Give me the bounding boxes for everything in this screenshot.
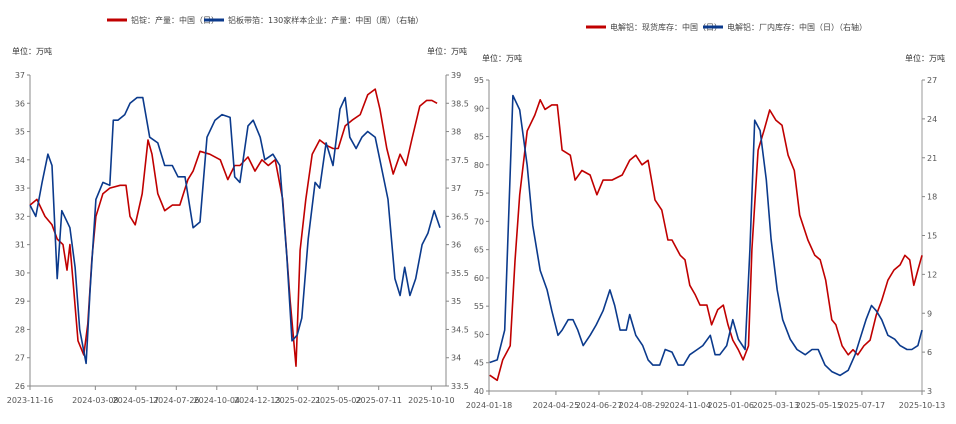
x-tick-label: 2025-10-13	[899, 401, 946, 410]
y-tick-label-left: 33	[15, 184, 25, 193]
y-tick-label-right: 35.5	[451, 269, 469, 278]
x-tick-label: 2025-10-10	[408, 396, 455, 405]
series-line-right-axis	[29, 96, 441, 365]
y-tick-label-right: 9	[927, 309, 932, 318]
y-tick-label-right: 35	[451, 297, 461, 306]
y-tick-label-right: 24	[927, 115, 937, 124]
series-line-right-axis	[489, 94, 923, 377]
y-tick-label-right: 15	[927, 232, 937, 241]
x-tick-label: 2024-10-04	[194, 396, 241, 405]
unit-label-right: 单位：万吨	[905, 53, 945, 63]
x-tick-label: 2024-11-04	[664, 401, 711, 410]
y-tick-label-left: 70	[474, 217, 484, 226]
y-tick-label-left: 75	[474, 189, 484, 198]
y-tick-label-left: 31	[15, 241, 25, 250]
y-tick-label-left: 26	[15, 382, 25, 391]
legend-label: 铝锭：产量：中国（日）	[131, 15, 219, 25]
y-tick-label-right: 6	[927, 348, 932, 357]
y-tick-label-left: 55	[474, 302, 484, 311]
series-line-left-axis	[489, 99, 923, 382]
x-tick-label: 2025-07-17	[839, 401, 886, 410]
unit-label-left: 单位：万吨	[482, 53, 522, 63]
x-tick-label: 2025-03-13	[753, 401, 800, 410]
y-tick-label-right: 18	[927, 193, 937, 202]
y-tick-label-left: 45	[474, 359, 484, 368]
y-tick-label-right: 34.5	[451, 325, 469, 334]
x-tick-label: 2024-12-13	[234, 396, 281, 405]
y-tick-label-left: 29	[15, 297, 25, 306]
y-tick-label-left: 30	[15, 269, 25, 278]
y-tick-label-left: 90	[474, 104, 484, 113]
x-tick-label: 2024-03-08	[72, 396, 119, 405]
y-tick-label-right: 37.5	[451, 156, 469, 165]
legend: 电解铝：现货库存：中国（日） 电解铝：厂内库存：中国（日）（右轴）	[586, 22, 867, 32]
y-tick-label-right: 12	[927, 270, 937, 279]
x-tick-label: 2025-01-06	[708, 401, 755, 410]
unit-label-right: 单位：万吨	[427, 46, 467, 56]
x-tick-label: 2025-05-15	[796, 401, 843, 410]
x-tick-label: 2024-01-18	[466, 401, 513, 410]
x-tick-label: 2024-08-29	[619, 401, 666, 410]
legend-label: 电解铝：现货库存：中国（日）	[610, 22, 722, 32]
chart-aluminum-production: 铝锭：产量：中国（日） 铝板带箔：130家样本企业：产量：中国（周）（右轴） 单…	[7, 15, 469, 405]
x-tick-label: 2024-04-25	[533, 401, 580, 410]
legend: 铝锭：产量：中国（日） 铝板带箔：130家样本企业：产量：中国（周）（右轴）	[107, 15, 423, 25]
x-tick-label: 2024-05-17	[113, 396, 160, 405]
y-tick-label-right: 33.5	[451, 382, 469, 391]
y-tick-label-left: 28	[15, 325, 25, 334]
y-tick-label-left: 60	[474, 274, 484, 283]
x-tick-label: 2025-07-11	[355, 396, 402, 405]
y-tick-label-right: 38	[451, 128, 461, 137]
legend-label: 电解铝：厂内库存：中国（日）（右轴）	[727, 22, 867, 32]
y-tick-label-right: 36.5	[451, 212, 469, 221]
y-tick-label-left: 27	[15, 354, 25, 363]
y-tick-label-left: 34	[15, 156, 25, 165]
y-tick-label-left: 36	[15, 99, 25, 108]
y-tick-label-right: 38.5	[451, 99, 469, 108]
x-tick-label: 2024-06-27	[576, 401, 623, 410]
y-tick-label-right: 21	[927, 154, 937, 163]
x-tick-label: 2023-11-16	[7, 396, 54, 405]
x-tick-label: 2024-07-26	[153, 396, 200, 405]
y-tick-label-left: 85	[474, 133, 484, 142]
y-tick-label-left: 50	[474, 330, 484, 339]
y-tick-label-left: 95	[474, 76, 484, 85]
y-tick-label-left: 65	[474, 246, 484, 255]
y-tick-label-right: 39	[451, 71, 461, 80]
y-tick-label-left: 40	[474, 387, 484, 396]
y-tick-label-left: 32	[15, 212, 25, 221]
chart-aluminum-inventory: 电解铝：现货库存：中国（日） 电解铝：厂内库存：中国（日）（右轴） 单位：万吨 …	[466, 22, 946, 410]
y-tick-label-right: 37	[451, 184, 461, 193]
x-tick-label: 2025-02-21	[274, 396, 321, 405]
unit-label-left: 单位：万吨	[12, 46, 52, 56]
y-tick-label-left: 37	[15, 71, 25, 80]
y-tick-label-left: 80	[474, 161, 484, 170]
y-tick-label-right: 27	[927, 76, 937, 85]
legend-label: 铝板带箔：130家样本企业：产量：中国（周）（右轴）	[228, 15, 423, 25]
y-tick-label-right: 34	[451, 354, 461, 363]
y-tick-label-right: 3	[927, 387, 932, 396]
y-tick-label-right: 36	[451, 241, 461, 250]
y-tick-label-left: 35	[15, 128, 25, 137]
x-tick-label: 2025-05-02	[315, 396, 362, 405]
series-line-left-axis	[29, 88, 438, 367]
